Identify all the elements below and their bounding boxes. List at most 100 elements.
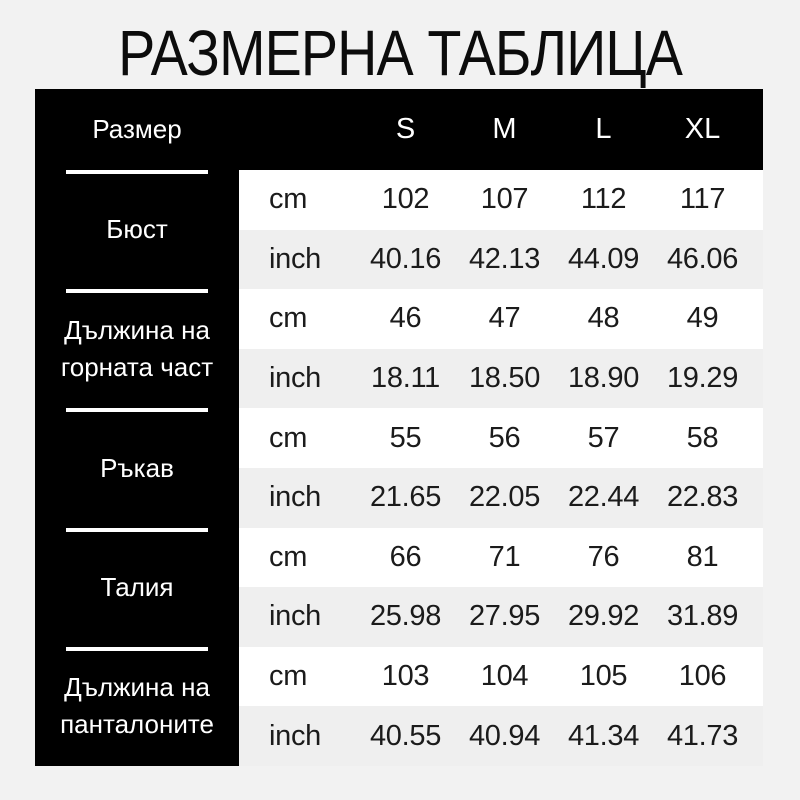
unit-label: cm <box>269 540 308 573</box>
table-row-group-sleeve: Ръкав cm 55 56 57 58 inch 21.65 22.05 22… <box>35 408 763 528</box>
value: 29.92 <box>567 600 640 633</box>
size-l-label: L <box>595 113 612 145</box>
table-row-inch: inch 40.16 42.13 44.09 46.06 <box>239 229 763 290</box>
value-cell: 42.13 <box>455 230 554 290</box>
value-cell: 104 <box>455 647 554 707</box>
value-cell: 102 <box>356 170 455 230</box>
unit-cell: inch <box>239 230 356 290</box>
value: 58 <box>686 421 719 454</box>
value-cell: 81 <box>653 528 752 588</box>
table-row-group-pants-length: Дължина на панталоните cm 103 104 105 10… <box>35 646 763 766</box>
measurement-label: Ръкав <box>100 452 174 483</box>
divider <box>66 646 208 651</box>
unit-label: cm <box>269 183 308 216</box>
table-row-cm: cm 102 107 112 117 <box>239 170 763 230</box>
row-group-values: cm 102 107 112 117 inch 40.16 42.13 44.0… <box>239 170 763 290</box>
value-cell: 117 <box>653 170 752 230</box>
size-table: Размер S M L XL Бюст cm 102 107 112 117 <box>35 89 763 766</box>
value: 71 <box>488 540 521 573</box>
table-row-inch: inch 25.98 27.95 29.92 31.89 <box>239 587 763 647</box>
measurement-label: Дължина на горната част <box>60 314 214 382</box>
value: 41.34 <box>567 719 640 752</box>
unit-cell: inch <box>239 468 356 528</box>
row-group-values: cm 46 47 48 49 inch 18.11 18.50 18.90 19… <box>239 289 763 409</box>
value: 56 <box>488 421 521 454</box>
value: 22.44 <box>567 481 640 514</box>
value: 44.09 <box>567 242 640 275</box>
unit-cell: inch <box>239 706 356 766</box>
measurement-label: Дължина на панталоните <box>60 672 214 740</box>
row-group-values: cm 55 56 57 58 inch 21.65 22.05 22.44 22… <box>239 408 763 528</box>
table-row-inch: inch 40.55 40.94 41.34 41.73 <box>239 706 763 766</box>
measurement-label: Бюст <box>106 214 168 245</box>
unit-cell: inch <box>239 349 356 409</box>
row-group-values: cm 66 71 76 81 inch 25.98 27.95 29.92 31… <box>239 527 763 647</box>
value-cell: 18.50 <box>455 349 554 409</box>
size-s-label: S <box>395 113 416 145</box>
value: 25.98 <box>369 600 442 633</box>
unit-cell: inch <box>239 587 356 647</box>
value: 40.16 <box>369 242 442 275</box>
value-cell: 18.90 <box>554 349 653 409</box>
value-cell: 66 <box>356 528 455 588</box>
value-cell: 103 <box>356 647 455 707</box>
value: 22.05 <box>468 481 541 514</box>
value: 19.29 <box>666 362 739 395</box>
size-column-header-xl: XL <box>653 89 752 170</box>
value-cell: 41.34 <box>554 706 653 766</box>
value-cell: 19.29 <box>653 349 752 409</box>
table-row-cm: cm 55 56 57 58 <box>239 408 763 468</box>
value: 81 <box>686 540 719 573</box>
value-cell: 49 <box>653 289 752 349</box>
value: 46 <box>389 302 422 335</box>
value: 106 <box>678 660 727 693</box>
value-cell: 106 <box>653 647 752 707</box>
divider <box>66 527 208 532</box>
value-cell: 41.73 <box>653 706 752 766</box>
value: 49 <box>686 302 719 335</box>
unit-label: cm <box>269 302 308 335</box>
table-row-inch: inch 21.65 22.05 22.44 22.83 <box>239 467 763 528</box>
value: 18.90 <box>567 362 640 395</box>
value: 18.50 <box>468 362 541 395</box>
size-column-header-l: L <box>554 89 653 170</box>
unit-label: inch <box>269 242 321 275</box>
value: 22.83 <box>666 481 739 514</box>
value: 46.06 <box>666 242 739 275</box>
page-title-wrap: РАЗМЕРНА ТАБЛИЦА <box>0 16 800 90</box>
value-cell: 44.09 <box>554 230 653 290</box>
value-cell: 76 <box>554 528 653 588</box>
unit-spacer-cell <box>239 89 356 170</box>
value-cell: 57 <box>554 408 653 468</box>
value-cell: 56 <box>455 408 554 468</box>
unit-label: cm <box>269 660 308 693</box>
value: 107 <box>480 183 529 216</box>
value-cell: 21.65 <box>356 468 455 528</box>
value-cell: 107 <box>455 170 554 230</box>
row-group-values: cm 103 104 105 106 inch 40.55 40.94 41.3… <box>239 646 763 766</box>
table-row-cm: cm 103 104 105 106 <box>239 646 763 707</box>
value: 103 <box>381 660 430 693</box>
value: 104 <box>480 660 529 693</box>
value-cell: 40.55 <box>356 706 455 766</box>
row-group-label-cell: Бюст <box>35 170 239 290</box>
unit-cell: cm <box>239 528 356 588</box>
row-group-label-cell: Ръкав <box>35 408 239 528</box>
value-cell: 46.06 <box>653 230 752 290</box>
table-row-cm: cm 46 47 48 49 <box>239 289 763 349</box>
value-cell: 58 <box>653 408 752 468</box>
table-row-group-top-length: Дължина на горната част cm 46 47 48 49 i… <box>35 289 763 409</box>
table-row-group-bust: Бюст cm 102 107 112 117 inch 40.16 42.13… <box>35 170 763 290</box>
unit-cell: cm <box>239 170 356 230</box>
value-cell: 31.89 <box>653 587 752 647</box>
value: 55 <box>389 421 422 454</box>
value-cell: 22.05 <box>455 468 554 528</box>
page-title: РАЗМЕРНА ТАБЛИЦА <box>118 17 683 89</box>
value: 57 <box>587 421 620 454</box>
unit-cell: cm <box>239 647 356 707</box>
row-group-label-cell: Дължина на панталоните <box>35 646 239 766</box>
value: 21.65 <box>369 481 442 514</box>
value: 18.11 <box>371 362 440 395</box>
unit-cell: cm <box>239 408 356 468</box>
value-cell: 48 <box>554 289 653 349</box>
